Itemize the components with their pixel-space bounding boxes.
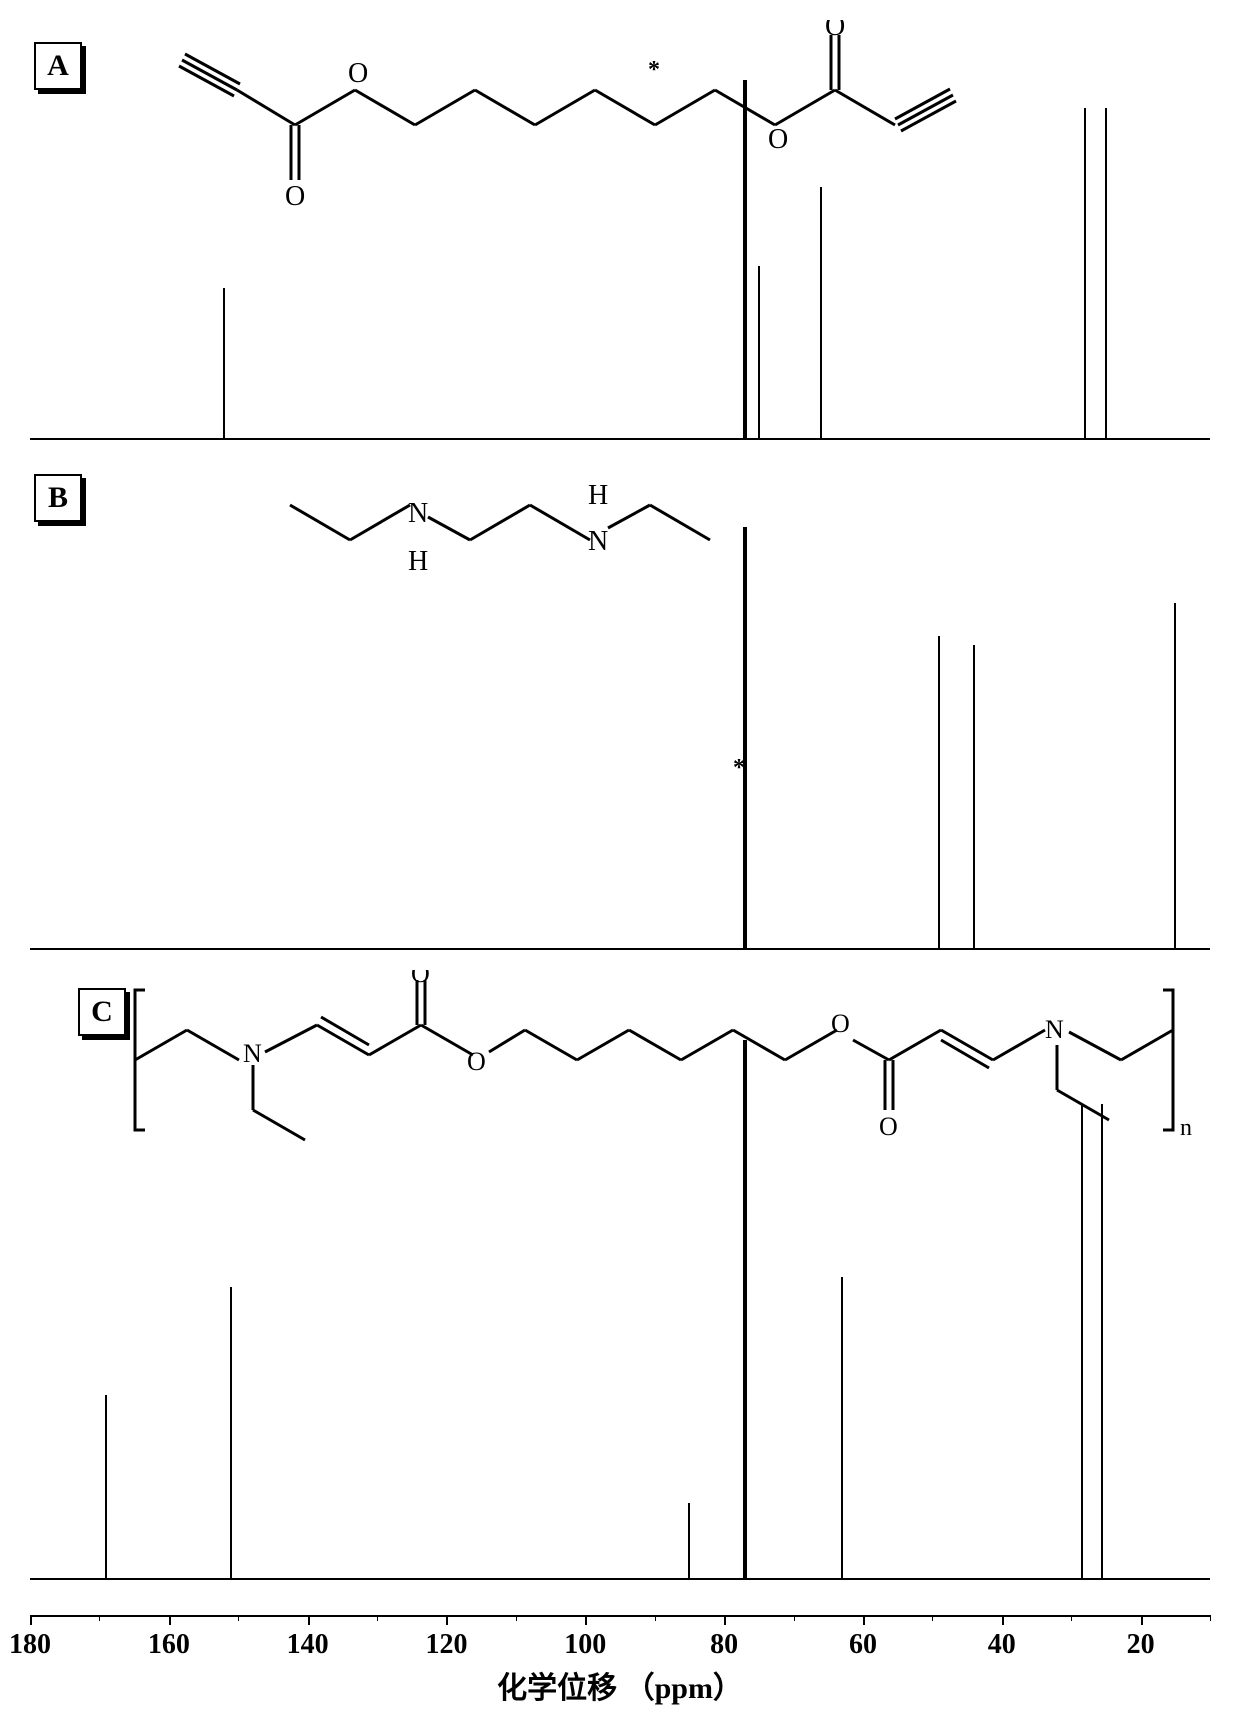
- nmr-peak: [1084, 108, 1086, 438]
- nmr-peak: [841, 1277, 843, 1578]
- nmr-peak: [1101, 1104, 1103, 1578]
- axis-tick-minor: [794, 1615, 795, 1621]
- axis-tick-minor: [1071, 1615, 1072, 1621]
- axis-tick-label: 120: [425, 1629, 467, 1661]
- asterisk-b: *: [733, 755, 745, 782]
- spectrum-a: [30, 40, 1210, 440]
- axis-tick-minor: [1210, 1615, 1211, 1621]
- nmr-peak: [105, 1395, 107, 1578]
- x-axis: 化学位移 （ppm） 18016014012010080604020: [30, 1615, 1210, 1675]
- nmr-peak: [743, 527, 747, 948]
- spectrum-c: [30, 980, 1210, 1580]
- axis-tick-label: 20: [1127, 1629, 1155, 1661]
- nmr-peak: [223, 288, 225, 438]
- axis-tick-minor: [516, 1615, 517, 1621]
- spectrum-b: [30, 480, 1210, 950]
- axis-tick: [724, 1615, 726, 1625]
- axis-tick-minor: [932, 1615, 933, 1621]
- nmr-peak: [1174, 603, 1176, 948]
- axis-tick-minor: [655, 1615, 656, 1621]
- axis-tick: [308, 1615, 310, 1625]
- axis-tick-minor: [238, 1615, 239, 1621]
- nmr-peak: [743, 80, 747, 438]
- axis-tick-label: 160: [148, 1629, 190, 1661]
- axis-tick-label: 40: [988, 1629, 1016, 1661]
- axis-tick-minor: [377, 1615, 378, 1621]
- nmr-peak: [688, 1503, 690, 1578]
- axis-tick-minor: [99, 1615, 100, 1621]
- axis-tick: [863, 1615, 865, 1625]
- axis-tick: [1002, 1615, 1004, 1625]
- axis-tick-label: 80: [710, 1629, 738, 1661]
- nmr-peak: [758, 266, 760, 438]
- nmr-figure: A: [30, 20, 1210, 1700]
- axis-tick: [30, 1615, 32, 1625]
- nmr-peak: [938, 636, 940, 948]
- nmr-peak: [743, 1040, 747, 1578]
- nmr-peak: [820, 187, 822, 438]
- nmr-peak: [1081, 1104, 1083, 1578]
- axis-tick-label: 60: [849, 1629, 877, 1661]
- nmr-peak: [973, 645, 975, 948]
- nmr-peak: [230, 1287, 232, 1578]
- svg-text:O: O: [825, 20, 845, 42]
- axis-tick: [585, 1615, 587, 1625]
- axis-tick-label: 140: [287, 1629, 329, 1661]
- axis-tick: [169, 1615, 171, 1625]
- nmr-peak: [1105, 108, 1107, 438]
- axis-tick: [1141, 1615, 1143, 1625]
- axis-tick-label: 180: [9, 1629, 51, 1661]
- axis-tick: [446, 1615, 448, 1625]
- axis-tick-label: 100: [564, 1629, 606, 1661]
- x-axis-title: 化学位移 （ppm）: [497, 1663, 743, 1707]
